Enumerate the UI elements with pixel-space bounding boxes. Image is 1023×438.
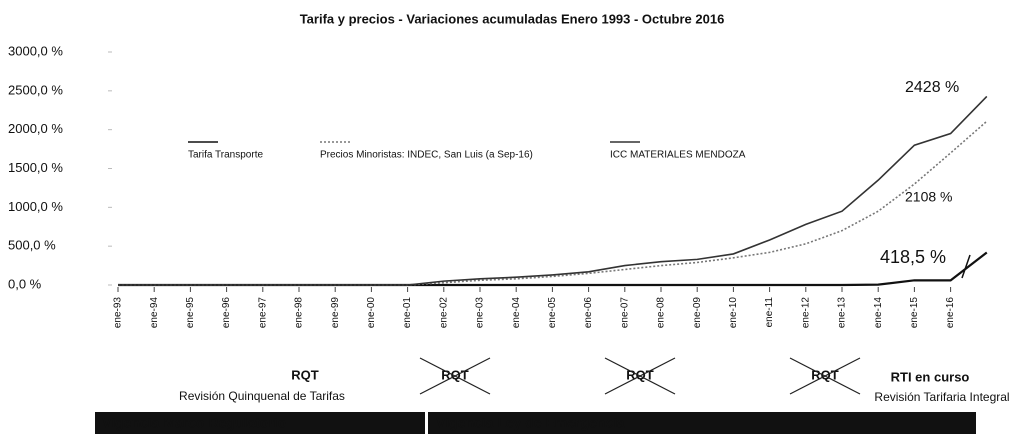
x-tick-label: ene-93 [113, 297, 124, 329]
period-bar [95, 412, 425, 434]
series-line [118, 251, 988, 287]
y-tick-label: 2000,0 % [8, 121, 63, 136]
x-tick-label: ene-96 [221, 297, 232, 329]
annotation: 2108 % [905, 189, 952, 205]
x-tick-label: ene-11 [764, 297, 775, 328]
y-tick-label: 0,0 % [8, 276, 42, 291]
cross [789, 357, 861, 395]
legend-label: Tarifa Transporte [188, 150, 263, 161]
cross [419, 357, 491, 395]
review-label: RQT [811, 367, 839, 382]
x-tick-label: ene-06 [583, 297, 594, 329]
review-note: Revisión Quinquenal de Tarifas [179, 389, 345, 403]
annotation-pointer [961, 254, 971, 279]
x-tick-label: ene-00 [366, 297, 377, 329]
y-tick-label: 1000,0 % [8, 199, 63, 214]
period-label: Vigencia Marco Regulatorio [102, 415, 286, 431]
cross [604, 357, 676, 395]
review-label: RTI en curso [891, 369, 970, 384]
period-bar [428, 412, 976, 434]
x-tick-label: ene-98 [294, 297, 305, 329]
x-tick-label: ene-97 [257, 297, 268, 329]
x-tick-label: ene-99 [330, 297, 341, 329]
x-tick-label: ene-16 [945, 297, 956, 329]
annotation: 418,5 % [880, 247, 946, 267]
x-tick-label: ene-14 [873, 297, 884, 329]
chart-title: Tarifa y precios - Variaciones acumulada… [300, 11, 725, 26]
review-label: RQT [291, 367, 319, 382]
y-tick-label: 1500,0 % [8, 160, 63, 175]
y-tick-label: 3000,0 % [8, 43, 63, 58]
x-tick-label: ene-10 [728, 297, 739, 329]
x-tick-label: ene-08 [656, 297, 667, 329]
x-tick-label: ene-09 [692, 297, 703, 329]
x-tick-label: ene-95 [185, 297, 196, 329]
review-note: Revisión Tarifaria Integral [874, 390, 1009, 404]
x-tick-label: ene-94 [149, 297, 160, 329]
x-tick-label: ene-01 [402, 297, 413, 329]
y-tick-label: 2500,0 % [8, 82, 63, 97]
x-tick-label: ene-04 [511, 297, 522, 329]
review-label: RQT [441, 367, 469, 382]
series-line [118, 120, 988, 286]
x-tick-label: ene-07 [619, 297, 630, 329]
x-tick-label: ene-03 [475, 297, 486, 329]
x-tick-label: ene-15 [909, 297, 920, 329]
legend-label: Precios Minoristas: INDEC, San Luis (a S… [320, 150, 533, 161]
x-tick-label: ene-02 [438, 297, 449, 329]
period-label: Vigencia Ley de Emergencia [436, 415, 625, 431]
x-tick-label: ene-12 [800, 297, 811, 329]
series-line [118, 95, 988, 286]
legend-label: ICC MATERIALES MENDOZA [610, 150, 746, 161]
x-tick-label: ene-13 [837, 297, 848, 329]
x-tick-label: ene-05 [547, 297, 558, 329]
review-label: RQT [626, 367, 654, 382]
y-tick-label: 500,0 % [8, 238, 56, 253]
annotation: 2428 % [905, 79, 959, 96]
